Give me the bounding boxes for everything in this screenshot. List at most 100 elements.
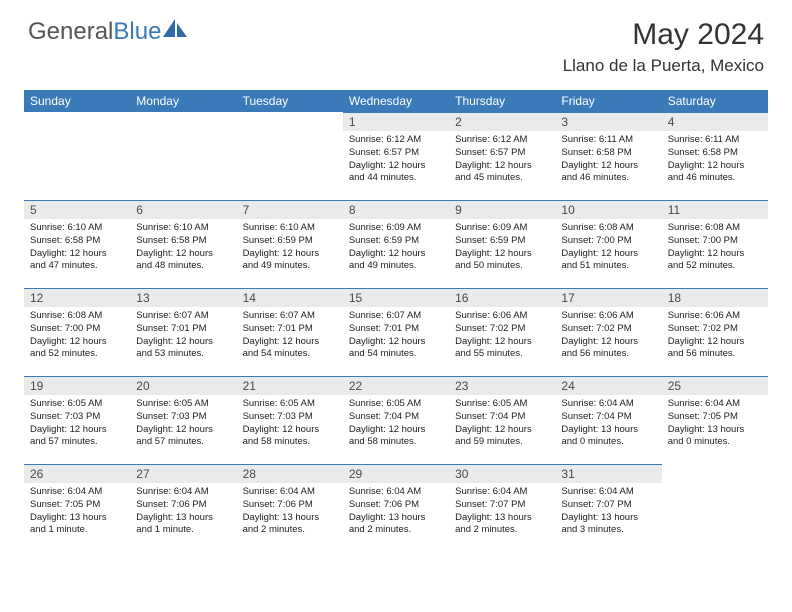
day-content: Sunrise: 6:07 AMSunset: 7:01 PMDaylight:…	[343, 307, 449, 365]
daylight-line: Daylight: 13 hours and 2 minutes.	[243, 512, 337, 538]
day-number: 4	[662, 112, 768, 131]
daylight-line: Daylight: 12 hours and 52 minutes.	[668, 248, 762, 274]
day-number: 8	[343, 200, 449, 219]
calendar-week-row: 12Sunrise: 6:08 AMSunset: 7:00 PMDayligh…	[24, 288, 768, 376]
day-number: 25	[662, 376, 768, 395]
calendar-day-cell: 4 Sunrise: 6:11 AMSunset: 6:58 PMDaylight…	[662, 112, 768, 200]
weekday-header: Wednesday	[343, 90, 449, 112]
calendar-day-cell: 6Sunrise: 6:10 AMSunset: 6:58 PMDaylight…	[130, 200, 236, 288]
day-content: Sunrise: 6:04 AMSunset: 7:07 PMDaylight:…	[449, 483, 555, 541]
day-content: Sunrise: 6:04 AMSunset: 7:06 PMDaylight:…	[130, 483, 236, 541]
day-number: 7	[237, 200, 343, 219]
sunrise-line: Sunrise: 6:10 AM	[136, 222, 230, 235]
sunset-line: Sunset: 7:05 PM	[30, 499, 124, 512]
sunrise-line: Sunrise: 6:04 AM	[30, 486, 124, 499]
day-number: 13	[130, 288, 236, 307]
sunrise-line: Sunrise: 6:09 AM	[349, 222, 443, 235]
calendar-day-cell: 9Sunrise: 6:09 AMSunset: 6:59 PMDaylight…	[449, 200, 555, 288]
day-number: 9	[449, 200, 555, 219]
sunrise-line: Sunrise: 6:05 AM	[349, 398, 443, 411]
day-content: Sunrise: 6:09 AMSunset: 6:59 PMDaylight:…	[343, 219, 449, 277]
sunset-line: Sunset: 6:59 PM	[349, 235, 443, 248]
calendar-week-row: 5Sunrise: 6:10 AMSunset: 6:58 PMDaylight…	[24, 200, 768, 288]
day-number: 15	[343, 288, 449, 307]
day-content: Sunrise: 6:12 AMSunset: 6:57 PMDaylight:…	[343, 131, 449, 189]
day-number: 19	[24, 376, 130, 395]
sunset-line: Sunset: 7:00 PM	[668, 235, 762, 248]
sunset-line: Sunset: 7:03 PM	[136, 411, 230, 424]
weekday-header: Monday	[130, 90, 236, 112]
sunrise-line: Sunrise: 6:04 AM	[668, 398, 762, 411]
day-number: 10	[555, 200, 661, 219]
day-content: Sunrise: 6:08 AMSunset: 7:00 PMDaylight:…	[555, 219, 661, 277]
day-number: 3	[555, 112, 661, 131]
calendar-day-cell: 15Sunrise: 6:07 AMSunset: 7:01 PMDayligh…	[343, 288, 449, 376]
calendar-day-cell	[237, 112, 343, 200]
day-content: Sunrise: 6:04 AMSunset: 7:04 PMDaylight:…	[555, 395, 661, 453]
day-content: Sunrise: 6:08 AMSunset: 7:00 PMDaylight:…	[24, 307, 130, 365]
day-content: Sunrise: 6:08 AMSunset: 7:00 PMDaylight:…	[662, 219, 768, 277]
weekday-header: Saturday	[662, 90, 768, 112]
sunrise-line: Sunrise: 6:06 AM	[668, 310, 762, 323]
sunrise-line: Sunrise: 6:08 AM	[668, 222, 762, 235]
sunset-line: Sunset: 7:06 PM	[349, 499, 443, 512]
day-content: Sunrise: 6:04 AMSunset: 7:05 PMDaylight:…	[24, 483, 130, 541]
calendar-table: SundayMondayTuesdayWednesdayThursdayFrid…	[24, 90, 768, 552]
weekday-header: Thursday	[449, 90, 555, 112]
day-number: 30	[449, 464, 555, 483]
day-content: Sunrise: 6:06 AMSunset: 7:02 PMDaylight:…	[449, 307, 555, 365]
logo-text-part2: Blue	[113, 18, 161, 45]
day-content: Sunrise: 6:12 AMSunset: 6:57 PMDaylight:…	[449, 131, 555, 189]
sunrise-line: Sunrise: 6:04 AM	[455, 486, 549, 499]
day-content: Sunrise: 6:07 AMSunset: 7:01 PMDaylight:…	[237, 307, 343, 365]
daylight-line: Daylight: 12 hours and 52 minutes.	[30, 336, 124, 362]
sunset-line: Sunset: 7:04 PM	[455, 411, 549, 424]
calendar-day-cell: 18Sunrise: 6:06 AMSunset: 7:02 PMDayligh…	[662, 288, 768, 376]
daylight-line: Daylight: 13 hours and 0 minutes.	[561, 424, 655, 450]
sunset-line: Sunset: 7:07 PM	[455, 499, 549, 512]
daylight-line: Daylight: 12 hours and 57 minutes.	[30, 424, 124, 450]
calendar-day-cell: 7Sunrise: 6:10 AMSunset: 6:59 PMDaylight…	[237, 200, 343, 288]
sunrise-line: Sunrise: 6:05 AM	[136, 398, 230, 411]
sunset-line: Sunset: 6:58 PM	[668, 147, 762, 160]
daylight-line: Daylight: 12 hours and 58 minutes.	[243, 424, 337, 450]
sunset-line: Sunset: 7:02 PM	[455, 323, 549, 336]
calendar-day-cell: 10Sunrise: 6:08 AMSunset: 7:00 PMDayligh…	[555, 200, 661, 288]
daylight-line: Daylight: 12 hours and 56 minutes.	[668, 336, 762, 362]
sunrise-line: Sunrise: 6:04 AM	[243, 486, 337, 499]
daylight-line: Daylight: 13 hours and 0 minutes.	[668, 424, 762, 450]
day-content: Sunrise: 6:05 AMSunset: 7:03 PMDaylight:…	[24, 395, 130, 453]
calendar-day-cell: 22Sunrise: 6:05 AMSunset: 7:04 PMDayligh…	[343, 376, 449, 464]
daylight-line: Daylight: 12 hours and 58 minutes.	[349, 424, 443, 450]
sunset-line: Sunset: 7:02 PM	[668, 323, 762, 336]
sunrise-line: Sunrise: 6:12 AM	[455, 134, 549, 147]
sunrise-line: Sunrise: 6:07 AM	[243, 310, 337, 323]
day-number: 17	[555, 288, 661, 307]
calendar-week-row: 26Sunrise: 6:04 AMSunset: 7:05 PMDayligh…	[24, 464, 768, 552]
sunrise-line: Sunrise: 6:11 AM	[668, 134, 762, 147]
sunrise-line: Sunrise: 6:10 AM	[30, 222, 124, 235]
daylight-line: Daylight: 12 hours and 46 minutes.	[668, 160, 762, 186]
calendar-week-row: 1Sunrise: 6:12 AMSunset: 6:57 PMDaylight…	[24, 112, 768, 200]
daylight-line: Daylight: 13 hours and 3 minutes.	[561, 512, 655, 538]
calendar-day-cell: 21Sunrise: 6:05 AMSunset: 7:03 PMDayligh…	[237, 376, 343, 464]
calendar-day-cell: 17Sunrise: 6:06 AMSunset: 7:02 PMDayligh…	[555, 288, 661, 376]
daylight-line: Daylight: 12 hours and 45 minutes.	[455, 160, 549, 186]
location-text: Llano de la Puerta, Mexico	[563, 56, 764, 76]
weekday-header: Friday	[555, 90, 661, 112]
day-content: Sunrise: 6:05 AMSunset: 7:04 PMDaylight:…	[449, 395, 555, 453]
sunrise-line: Sunrise: 6:10 AM	[243, 222, 337, 235]
day-content: Sunrise: 6:05 AMSunset: 7:03 PMDaylight:…	[237, 395, 343, 453]
sunrise-line: Sunrise: 6:04 AM	[561, 398, 655, 411]
sunset-line: Sunset: 6:57 PM	[455, 147, 549, 160]
sunrise-line: Sunrise: 6:07 AM	[136, 310, 230, 323]
sunrise-line: Sunrise: 6:04 AM	[349, 486, 443, 499]
sunrise-line: Sunrise: 6:06 AM	[455, 310, 549, 323]
day-content: Sunrise: 6:09 AMSunset: 6:59 PMDaylight:…	[449, 219, 555, 277]
sunrise-line: Sunrise: 6:05 AM	[455, 398, 549, 411]
calendar-header-row: SundayMondayTuesdayWednesdayThursdayFrid…	[24, 90, 768, 112]
calendar-day-cell: 3Sunrise: 6:11 AMSunset: 6:58 PMDaylight…	[555, 112, 661, 200]
sunrise-line: Sunrise: 6:05 AM	[30, 398, 124, 411]
day-content: Sunrise: 6:04 AMSunset: 7:06 PMDaylight:…	[343, 483, 449, 541]
daylight-line: Daylight: 12 hours and 59 minutes.	[455, 424, 549, 450]
